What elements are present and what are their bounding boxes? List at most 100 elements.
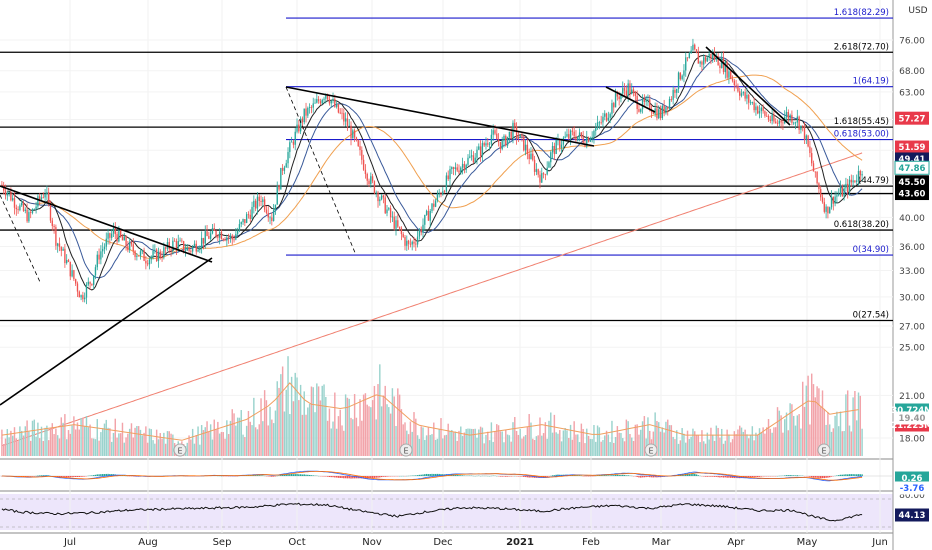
volume-bar xyxy=(668,425,671,456)
candle-body xyxy=(33,208,35,210)
volume-bar xyxy=(33,419,36,456)
earnings-marker-label: E xyxy=(648,447,653,456)
candle-body xyxy=(505,135,507,146)
candle-body xyxy=(659,109,662,119)
volume-bar xyxy=(859,395,862,456)
candle-body xyxy=(721,57,723,68)
volume-bar xyxy=(341,425,343,456)
candle-body xyxy=(58,243,61,248)
macd-histogram-bar xyxy=(789,475,791,476)
candle-body xyxy=(89,281,91,284)
macd-histogram-bar xyxy=(607,475,610,476)
volume-bar xyxy=(631,437,633,456)
candle-body xyxy=(775,121,777,124)
volume-bar xyxy=(555,432,557,456)
candle-body xyxy=(566,134,568,137)
volume-bar xyxy=(796,415,799,456)
candle-body xyxy=(710,53,712,59)
volume-bar xyxy=(730,442,732,456)
candle-body xyxy=(470,155,473,157)
volume-bar xyxy=(836,411,838,456)
candle-body xyxy=(443,191,446,193)
price-tick-label: 21.00 xyxy=(899,392,925,402)
candle-body xyxy=(281,167,284,171)
volume-bar xyxy=(447,423,449,456)
volume-bar xyxy=(141,435,143,456)
macd-histogram-bar xyxy=(64,476,66,478)
candle-body xyxy=(539,174,541,183)
candle-body xyxy=(676,89,678,93)
volume-bar xyxy=(706,432,709,456)
candle-body xyxy=(569,130,572,139)
candle-body xyxy=(782,122,784,124)
macd-histogram-bar xyxy=(636,476,638,477)
candle-body xyxy=(767,115,770,120)
candle-body xyxy=(740,93,743,96)
candle-body xyxy=(229,235,232,238)
volume-bar xyxy=(335,428,338,456)
candle-body xyxy=(755,106,757,111)
candle-body xyxy=(325,94,327,99)
volume-bar xyxy=(548,420,550,456)
candle-body xyxy=(586,137,588,147)
candle-body xyxy=(73,270,75,280)
candle-body xyxy=(629,83,631,94)
macd-histogram-bar xyxy=(855,474,858,476)
volume-bar xyxy=(31,420,34,456)
volume-bar xyxy=(154,443,156,456)
macd-histogram-bar xyxy=(821,476,824,479)
candle-body xyxy=(530,153,532,160)
candle-body xyxy=(168,242,170,250)
macd-histogram-bar xyxy=(334,476,336,478)
volume-bar xyxy=(735,434,737,456)
candle-body xyxy=(344,118,347,122)
volume-bar xyxy=(487,431,489,456)
volume-bar xyxy=(40,426,43,456)
volume-bar xyxy=(209,424,212,456)
candle-body xyxy=(436,193,439,201)
macd-histogram-bar xyxy=(841,474,844,476)
macd-histogram-bar xyxy=(296,473,298,476)
candle-body xyxy=(395,220,397,229)
macd-histogram-bar xyxy=(362,476,365,479)
volume-bar xyxy=(629,433,631,456)
candle-body xyxy=(136,255,138,257)
time-tick-label: Nov xyxy=(362,537,382,548)
macd-histogram-bar xyxy=(551,475,554,476)
candle-body xyxy=(76,283,79,292)
volume-bar xyxy=(537,435,539,456)
macd-histogram-bar xyxy=(289,474,291,476)
macd-histogram-bar xyxy=(652,476,655,478)
macd-histogram-bar xyxy=(427,474,430,476)
volume-bar xyxy=(406,430,408,456)
candle-body xyxy=(699,61,701,64)
candle-body xyxy=(798,116,800,130)
macd-histogram-bar xyxy=(71,476,73,478)
volume-bar xyxy=(10,430,12,456)
candle-body xyxy=(600,122,602,124)
macd-histogram-bar xyxy=(62,476,64,478)
volume-bar xyxy=(258,424,260,456)
candle-body xyxy=(614,93,617,108)
volume-bar xyxy=(699,442,701,456)
macd-histogram-bar xyxy=(715,476,718,477)
volume-bar xyxy=(575,434,577,456)
candle-body xyxy=(62,248,64,251)
time-tick-label: Jul xyxy=(63,537,76,548)
candle-body xyxy=(857,170,860,181)
time-tick-label: Aug xyxy=(138,537,158,548)
candle-body xyxy=(398,226,401,229)
candle-body xyxy=(627,83,629,96)
macd-histogram-bar xyxy=(828,476,831,478)
candle-body xyxy=(829,207,831,214)
candle-body xyxy=(82,295,84,300)
macd-histogram-bar xyxy=(816,476,818,478)
volume-bar xyxy=(591,439,593,456)
volume-bar xyxy=(701,430,703,456)
volume-bar xyxy=(744,429,746,456)
candle-body xyxy=(420,229,422,233)
candle-body xyxy=(649,99,651,110)
volume-bar xyxy=(20,430,23,456)
volume-bar xyxy=(661,427,664,456)
